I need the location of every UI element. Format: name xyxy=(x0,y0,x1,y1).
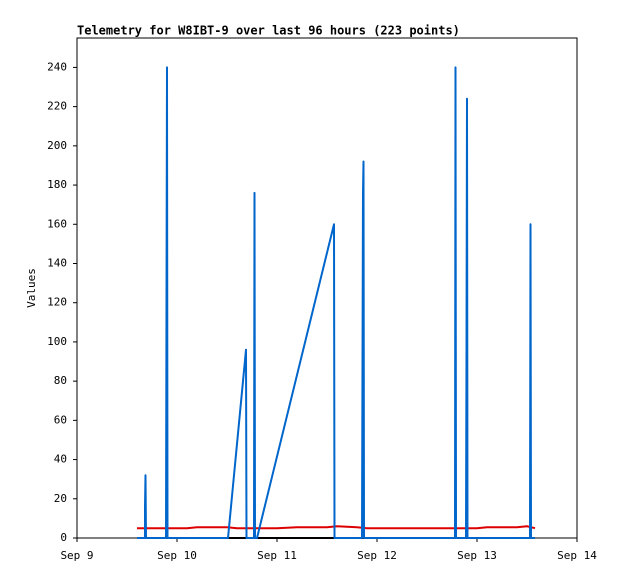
series-line xyxy=(137,66,535,539)
chart-title: Telemetry for W8IBT-9 over last 96 hours… xyxy=(77,24,460,38)
y-tick-label: 160 xyxy=(47,217,67,230)
y-tick-label: 20 xyxy=(54,492,67,505)
y-tick-label: 80 xyxy=(54,374,67,387)
y-tick-label: 220 xyxy=(47,100,67,113)
y-axis-label: Values xyxy=(25,268,38,308)
y-tick-label: 60 xyxy=(54,413,67,426)
plot-frame xyxy=(76,37,578,539)
y-tick-label: 180 xyxy=(47,178,67,191)
y-tick-label: 100 xyxy=(47,335,67,348)
y-tick-label: 240 xyxy=(47,60,67,73)
y-tick-label: 140 xyxy=(47,256,67,269)
x-tick-label: Sep 10 xyxy=(157,549,197,562)
x-tick-label: Sep 12 xyxy=(357,549,397,562)
x-tick-label: Sep 13 xyxy=(457,549,497,562)
series-line xyxy=(137,525,536,530)
y-tick-label: 0 xyxy=(60,531,67,544)
x-tick-label: Sep 14 xyxy=(557,549,597,562)
y-tick-label: 40 xyxy=(54,453,67,466)
x-tick-label: Sep 11 xyxy=(257,549,297,562)
x-tick-label: Sep 9 xyxy=(60,549,93,562)
y-tick-label: 200 xyxy=(47,139,67,152)
y-tick-label: 120 xyxy=(47,296,67,309)
